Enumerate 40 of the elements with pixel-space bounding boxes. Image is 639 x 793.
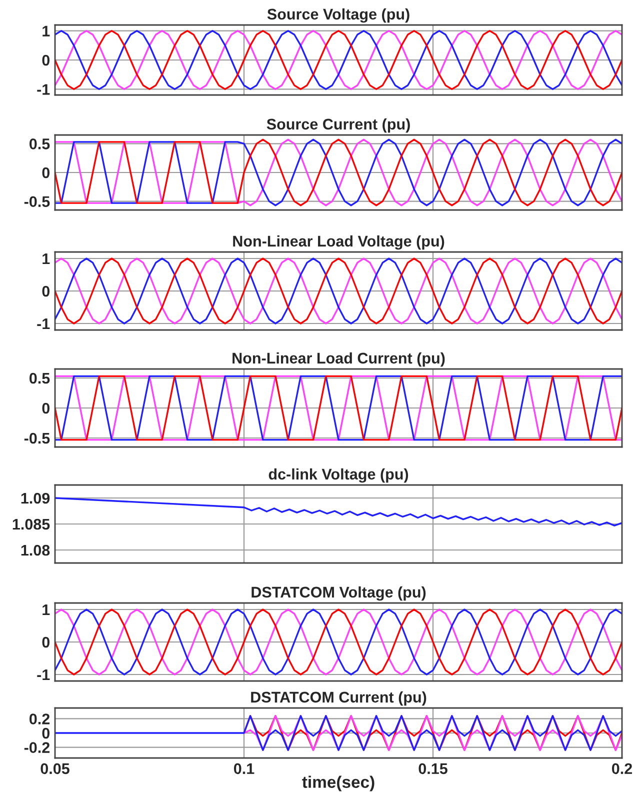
y-tick-label: 1.08 <box>21 544 50 556</box>
y-tick-label: -0.5 <box>24 196 50 208</box>
y-tick-label: -1 <box>37 670 50 680</box>
y-tick-label: 0 <box>42 728 50 739</box>
chart-title: Non-Linear Load Voltage (pu) <box>233 235 444 250</box>
chart-title: Non-Linear Load Current (pu) <box>232 352 445 367</box>
y-tick-label: 1 <box>42 604 50 616</box>
line-series <box>55 608 622 676</box>
y-tick-label: 0 <box>42 167 50 178</box>
line-series <box>55 258 622 324</box>
x-tick-label: 0.15 <box>418 763 448 774</box>
y-tick-label: 1.085 <box>12 518 50 530</box>
line-series <box>243 715 622 751</box>
line-series <box>55 715 622 751</box>
y-tick-label: 0 <box>42 54 50 66</box>
y-tick-label: 0 <box>42 636 50 648</box>
chart-title: dc-link Voltage (pu) <box>268 468 408 483</box>
y-tick-label: 0.5 <box>30 372 50 384</box>
x-axis-title: time(sec) <box>302 776 374 792</box>
chart-title: DSTATCOM Current (pu) <box>251 691 426 706</box>
y-tick-label: -1 <box>37 84 50 95</box>
chart-title: DSTATCOM Voltage (pu) <box>252 586 426 601</box>
y-tick-label: -1 <box>37 318 50 330</box>
y-tick-label: 0.5 <box>30 138 50 150</box>
y-tick-label: 0 <box>42 286 50 297</box>
y-tick-label: 1 <box>42 26 50 36</box>
y-tick-label: -0.5 <box>24 432 50 444</box>
x-tick-label: 0.05 <box>40 763 70 774</box>
y-tick-label: -0.2 <box>24 742 50 753</box>
x-tick-label: 0.1 <box>234 763 254 774</box>
y-tick-label: 0.2 <box>30 714 50 724</box>
line-series <box>55 30 622 90</box>
chart-title: Source Current (pu) <box>266 118 410 133</box>
y-tick-label: 0 <box>42 402 50 414</box>
line-series <box>55 497 622 526</box>
line-series <box>55 138 622 206</box>
x-tick-label: 0.2 <box>612 763 632 774</box>
y-tick-label: 1.09 <box>21 492 50 504</box>
y-tick-label: 1 <box>42 254 50 264</box>
chart-title: Source Voltage (pu) <box>267 8 410 23</box>
